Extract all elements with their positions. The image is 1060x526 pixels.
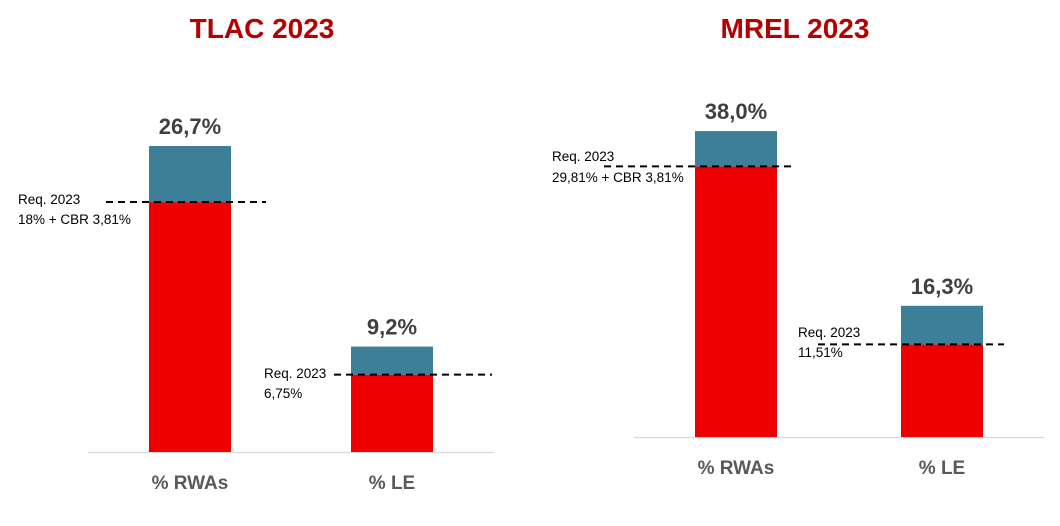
mrel-category-label-rwas: % RWAs [698,458,775,479]
mrel-value-label-rwas: 38,0% [705,99,767,124]
tlac-bar-rwas-excess [149,146,231,203]
mrel-requirement-value-rwas: 29,81% + CBR 3,81% [552,170,684,185]
tlac-requirement-label-rwas: Req. 2023 [18,192,80,207]
tlac-value-label-le: 9,2% [367,315,417,340]
mrel-value-label-le: 16,3% [911,274,973,299]
mrel-requirement-label-rwas: Req. 2023 [552,149,614,164]
mrel-category-label-le: % LE [919,458,965,479]
tlac-category-label-rwas: % RWAs [152,473,229,494]
tlac-bar-le-base [351,374,433,452]
tlac-category-label-le: % LE [369,473,415,494]
mrel-bar-rwas-base [695,166,777,437]
mrel-chart-title: MREL 2023 [721,13,870,44]
mrel-requirement-label-le: Req. 2023 [798,325,860,340]
tlac-requirement-label-le: Req. 2023 [264,366,326,381]
mrel-requirement-value-le: 11,51% [798,345,843,360]
tlac-chart-title: TLAC 2023 [190,13,335,44]
mrel-bar-le-excess [901,305,983,345]
tlac-bar-le-excess [351,346,433,375]
tlac-bar-rwas-base [149,202,231,452]
tlac-requirement-value-rwas: 18% + CBR 3,81% [18,212,131,227]
mrel-bar-le-base [901,344,983,437]
tlac-requirement-value-le: 6,75% [264,386,302,401]
mrel-bar-rwas-excess [695,131,777,167]
tlac-value-label-rwas: 26,7% [159,114,221,139]
